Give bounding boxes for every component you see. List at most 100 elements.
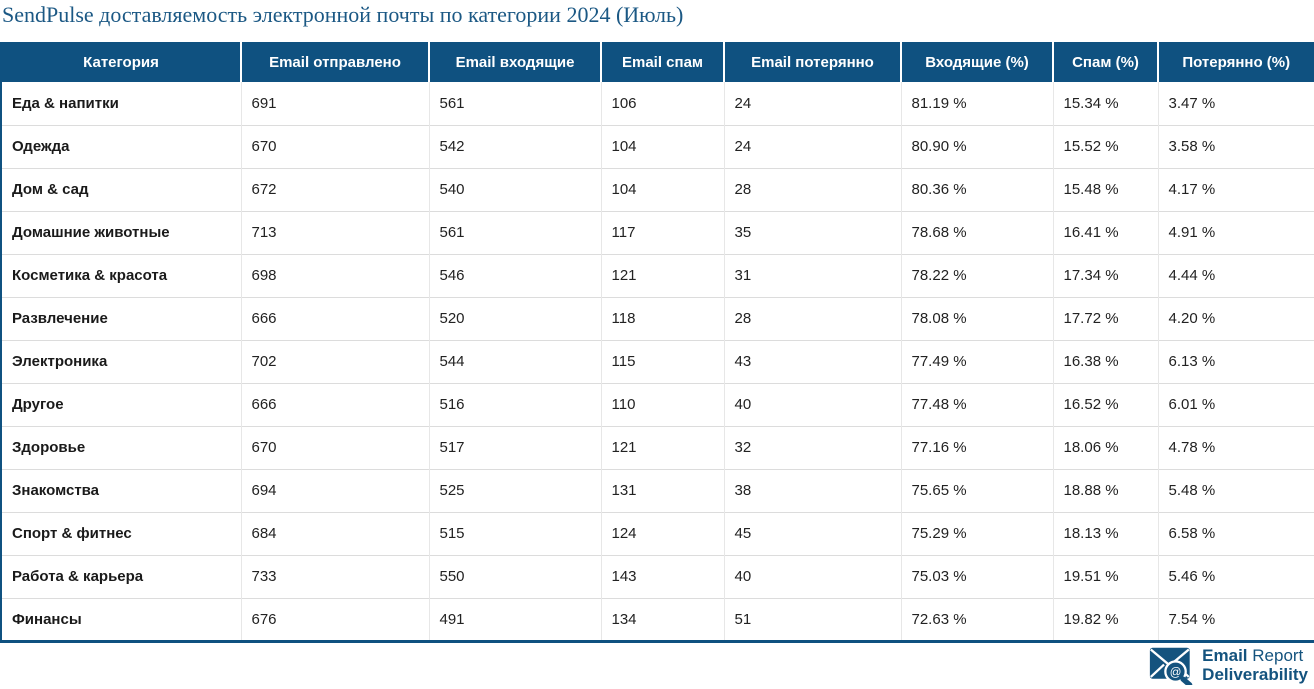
value-cell: 676 xyxy=(240,597,429,641)
table-row: Косметика & красота 698 546 121 31 78.22 % 17.… xyxy=(1,253,1314,297)
table-row: Работа & карьера 733 550 143 40 75.03 % 19.51 … xyxy=(1,554,1314,598)
value-cell: 3.47 % xyxy=(1157,82,1314,125)
table-body: Еда & напитки 691 561 106 24 81.19 % 15.34 % 3.… xyxy=(1,82,1314,641)
value-cell: 691 xyxy=(240,82,429,125)
value-cell: 515 xyxy=(428,511,601,555)
category-cell: Еда & напитки xyxy=(1,82,241,125)
table-row: Дом & сад 672 540 104 28 80.36 % 15.48 % 4.17 % xyxy=(1,167,1314,211)
value-cell: 16.52 % xyxy=(1052,382,1158,426)
value-cell: 38 xyxy=(723,468,901,512)
value-cell: 561 xyxy=(428,82,601,125)
value-cell: 17.34 % xyxy=(1052,253,1158,297)
value-cell: 78.22 % xyxy=(900,253,1053,297)
value-cell: 4.17 % xyxy=(1157,167,1314,211)
column-header-lost-pct: Потерянно (%) xyxy=(1157,42,1314,82)
value-cell: 75.03 % xyxy=(900,554,1053,598)
value-cell: 15.34 % xyxy=(1052,82,1158,125)
category-cell: Развлечение xyxy=(1,296,241,340)
envelope-magnifier-icon: @ xyxy=(1150,647,1193,685)
at-symbol: @ xyxy=(1170,667,1182,679)
value-cell: 670 xyxy=(240,425,429,469)
deliverability-table: Категория Email отправлено Email входящи… xyxy=(0,42,1314,643)
value-cell: 6.13 % xyxy=(1157,339,1314,383)
page-title: SendPulse доставляемость электронной поч… xyxy=(2,2,684,27)
value-cell: 121 xyxy=(600,425,724,469)
value-cell: 80.36 % xyxy=(900,167,1053,211)
value-cell: 104 xyxy=(600,124,724,168)
logo-brand-bold: Email xyxy=(1202,646,1248,665)
column-header-inbox-pct: Входящие (%) xyxy=(900,42,1053,82)
value-cell: 516 xyxy=(428,382,601,426)
value-cell: 684 xyxy=(240,511,429,555)
value-cell: 118 xyxy=(600,296,724,340)
logo-brand-regular: Report xyxy=(1247,646,1304,665)
value-cell: 75.65 % xyxy=(900,468,1053,512)
value-cell: 28 xyxy=(723,167,901,211)
value-cell: 546 xyxy=(428,253,601,297)
value-cell: 131 xyxy=(600,468,724,512)
value-cell: 694 xyxy=(240,468,429,512)
category-cell: Финансы xyxy=(1,597,241,641)
value-cell: 81.19 % xyxy=(900,82,1053,125)
value-cell: 24 xyxy=(723,82,901,125)
value-cell: 670 xyxy=(240,124,429,168)
value-cell: 542 xyxy=(428,124,601,168)
value-cell: 6.01 % xyxy=(1157,382,1314,426)
category-cell: Работа & карьера xyxy=(1,554,241,598)
value-cell: 3.58 % xyxy=(1157,124,1314,168)
value-cell: 77.48 % xyxy=(900,382,1053,426)
logo-line2: Deliverability xyxy=(1202,665,1308,684)
value-cell: 19.82 % xyxy=(1052,597,1158,641)
value-cell: 110 xyxy=(600,382,724,426)
value-cell: 143 xyxy=(600,554,724,598)
table-row: Другое 666 516 110 40 77.48 % 16.52 % 6.01 % xyxy=(1,382,1314,426)
value-cell: 15.48 % xyxy=(1052,167,1158,211)
column-header-category: Категория xyxy=(1,42,241,82)
value-cell: 517 xyxy=(428,425,601,469)
value-cell: 561 xyxy=(428,210,601,254)
value-cell: 18.06 % xyxy=(1052,425,1158,469)
value-cell: 35 xyxy=(723,210,901,254)
value-cell: 80.90 % xyxy=(900,124,1053,168)
category-cell: Знакомства xyxy=(1,468,241,512)
value-cell: 544 xyxy=(428,339,601,383)
value-cell: 104 xyxy=(600,167,724,211)
table-row: Электроника 702 544 115 43 77.49 % 16.38 % 6.13… xyxy=(1,339,1314,383)
value-cell: 31 xyxy=(723,253,901,297)
value-cell: 15.52 % xyxy=(1052,124,1158,168)
value-cell: 550 xyxy=(428,554,601,598)
value-cell: 520 xyxy=(428,296,601,340)
value-cell: 124 xyxy=(600,511,724,555)
value-cell: 28 xyxy=(723,296,901,340)
value-cell: 32 xyxy=(723,425,901,469)
value-cell: 4.20 % xyxy=(1157,296,1314,340)
table-header: Категория Email отправлено Email входящи… xyxy=(1,42,1314,82)
value-cell: 40 xyxy=(723,382,901,426)
value-cell: 78.08 % xyxy=(900,296,1053,340)
table-row: Спорт & фитнес 684 515 124 45 75.29 % 18.13 % 6… xyxy=(1,511,1314,555)
value-cell: 7.54 % xyxy=(1157,597,1314,641)
category-cell: Другое xyxy=(1,382,241,426)
email-report-deliverability-logo: @ Email Report Deliverability xyxy=(1149,645,1308,685)
value-cell: 19.51 % xyxy=(1052,554,1158,598)
category-cell: Домашние животные xyxy=(1,210,241,254)
value-cell: 117 xyxy=(600,210,724,254)
value-cell: 491 xyxy=(428,597,601,641)
value-cell: 77.49 % xyxy=(900,339,1053,383)
value-cell: 713 xyxy=(240,210,429,254)
value-cell: 5.48 % xyxy=(1157,468,1314,512)
value-cell: 525 xyxy=(428,468,601,512)
category-cell: Электроника xyxy=(1,339,241,383)
column-header-email-sent: Email отправлено xyxy=(240,42,429,82)
value-cell: 40 xyxy=(723,554,901,598)
table-row: Финансы 676 491 134 51 72.63 % 19.82 % 7.54 % xyxy=(1,597,1314,641)
logo-text: Email Report Deliverability xyxy=(1202,646,1308,684)
value-cell: 4.91 % xyxy=(1157,210,1314,254)
value-cell: 672 xyxy=(240,167,429,211)
value-cell: 75.29 % xyxy=(900,511,1053,555)
value-cell: 666 xyxy=(240,382,429,426)
table-row: Одежда 670 542 104 24 80.90 % 15.52 % 3.58 % xyxy=(1,124,1314,168)
value-cell: 45 xyxy=(723,511,901,555)
value-cell: 134 xyxy=(600,597,724,641)
column-header-email-spam: Email спам xyxy=(600,42,724,82)
